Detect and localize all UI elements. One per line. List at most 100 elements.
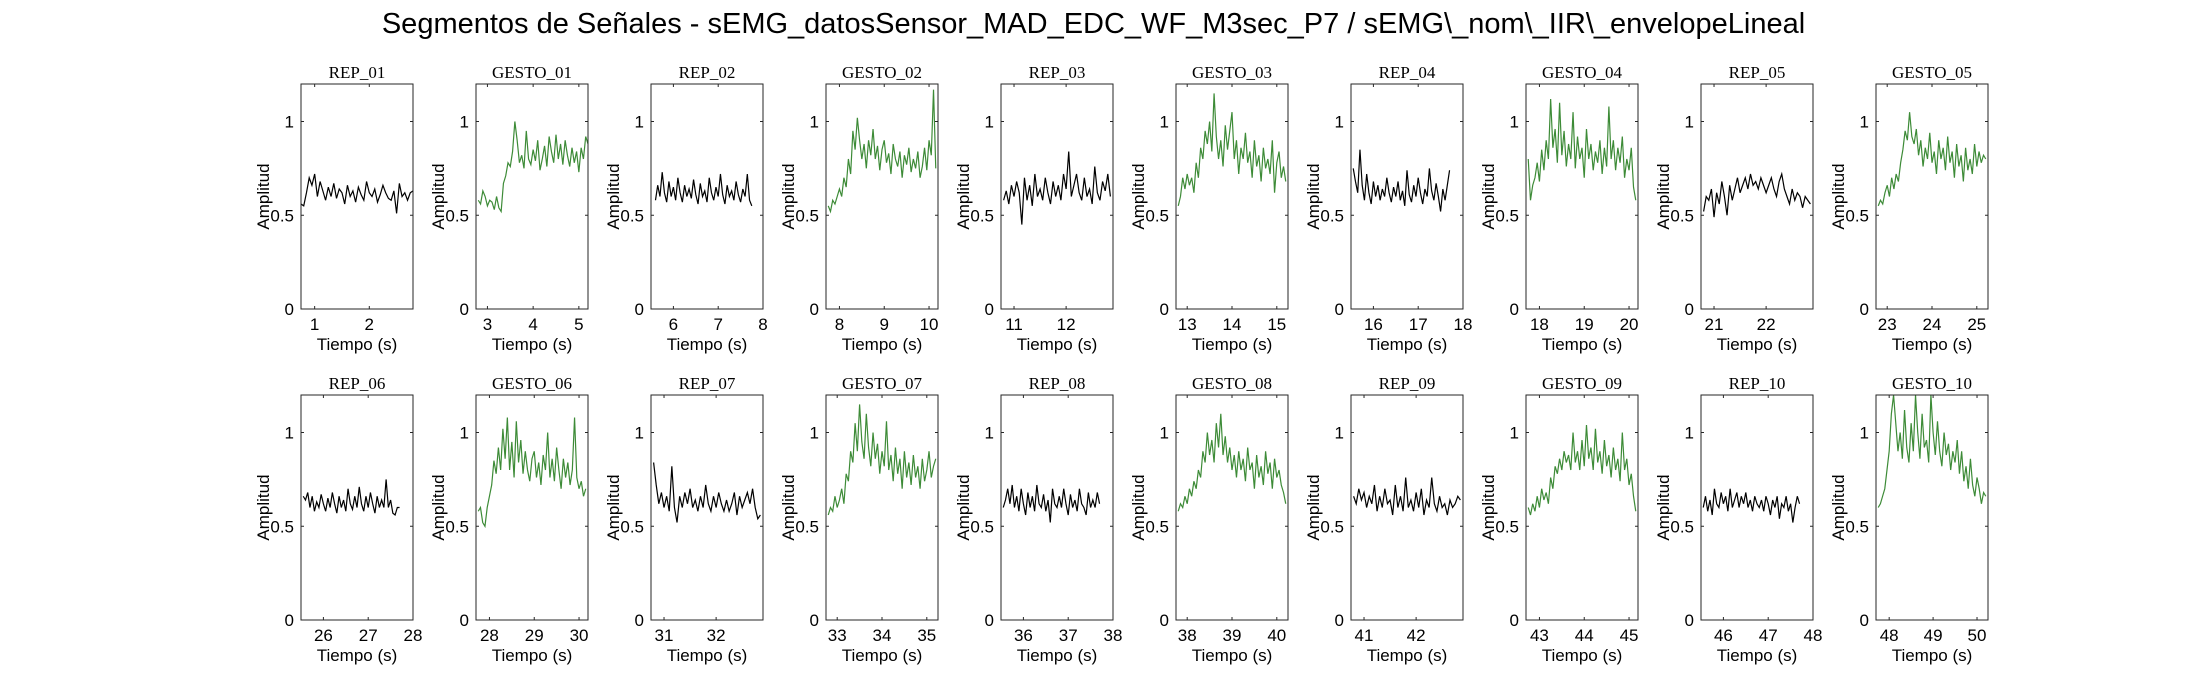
y-tick-label: 1 xyxy=(1160,113,1169,132)
y-tick-label: 0.5 xyxy=(270,206,294,225)
y-tick-label: 1 xyxy=(1335,424,1344,443)
y-tick-label: 0 xyxy=(1510,611,1519,630)
signal-line xyxy=(477,417,587,529)
subplot-gesto-05: 0 0.5 1 23 24 25 GESTO_05 Tiempo (s) Amplitud xyxy=(1829,63,1989,354)
x-tick-label: 19 xyxy=(1575,315,1594,334)
y-tick-label: 0.5 xyxy=(1845,206,1869,225)
y-tick-label: 0 xyxy=(1860,611,1869,630)
y-tick-label: 0.5 xyxy=(270,517,294,536)
subplot-title: REP_07 xyxy=(679,374,736,393)
subplot-gesto-01: 0 0.5 1 3 4 5 GESTO_01 Tiempo (s) Amplitud xyxy=(429,63,589,354)
y-tick-label: 0.5 xyxy=(1145,206,1169,225)
subplot-gesto-08: 0 0.5 1 38 39 40 GESTO_08 Tiempo (s) Amplitud xyxy=(1129,374,1289,665)
x-tick-label: 47 xyxy=(1759,626,1778,645)
x-tick-label: 4 xyxy=(528,315,537,334)
x-axis-label: Tiempo (s) xyxy=(1892,646,1973,665)
x-tick-label: 28 xyxy=(404,626,423,645)
y-axis-label: Amplitud xyxy=(1304,163,1323,229)
subplot-gesto-09: 0 0.5 1 43 44 45 GESTO_09 Tiempo (s) Amplitud xyxy=(1479,374,1639,665)
x-tick-label: 18 xyxy=(1530,315,1549,334)
x-axis-label: Tiempo (s) xyxy=(1367,335,1448,354)
x-tick-label: 15 xyxy=(1267,315,1286,334)
axes-frame xyxy=(650,394,764,621)
subplot-title: REP_06 xyxy=(329,374,386,393)
y-tick-label: 0 xyxy=(1860,300,1869,319)
subplot-rep-10: 0 0.5 1 46 47 48 REP_10 Tiempo (s) Amplitud xyxy=(1654,374,1822,665)
y-axis-label: Amplitud xyxy=(1654,474,1673,540)
axes-frame xyxy=(1700,83,1814,310)
signal-line xyxy=(1877,395,1987,508)
subplot-title: REP_02 xyxy=(679,63,736,82)
signal-line xyxy=(1177,413,1287,512)
subplot-title: GESTO_01 xyxy=(492,63,572,82)
subplot-title: GESTO_10 xyxy=(1892,374,1972,393)
x-axis-label: Tiempo (s) xyxy=(1017,335,1098,354)
x-tick-label: 49 xyxy=(1924,626,1943,645)
subplot-gesto-03: 0 0.5 1 13 14 15 GESTO_03 Tiempo (s) Amplitud xyxy=(1129,63,1289,354)
axes-frame xyxy=(1875,83,1989,310)
x-tick-label: 5 xyxy=(574,315,583,334)
y-tick-label: 0.5 xyxy=(1320,517,1344,536)
y-tick-label: 0 xyxy=(1160,300,1169,319)
y-tick-label: 0.5 xyxy=(1670,517,1694,536)
subplot-rep-09: 0 0.5 1 41 42 REP_09 Tiempo (s) Amplitud xyxy=(1304,374,1464,665)
subplot-title: GESTO_08 xyxy=(1192,374,1272,393)
y-tick-label: 0 xyxy=(635,300,644,319)
y-tick-label: 0 xyxy=(985,300,994,319)
y-tick-label: 0.5 xyxy=(620,517,644,536)
subplot-rep-05: 0 0.5 1 21 22 REP_05 Tiempo (s) Amplitud xyxy=(1654,63,1814,354)
subplot-title: GESTO_09 xyxy=(1542,374,1622,393)
y-tick-label: 1 xyxy=(460,424,469,443)
subplot-title: REP_04 xyxy=(1379,63,1436,82)
x-tick-label: 14 xyxy=(1223,315,1242,334)
y-tick-label: 0 xyxy=(1335,300,1344,319)
x-tick-label: 36 xyxy=(1014,626,1033,645)
y-axis-label: Amplitud xyxy=(604,163,623,229)
y-tick-label: 0 xyxy=(1510,300,1519,319)
signal-line xyxy=(1527,98,1637,201)
x-tick-label: 38 xyxy=(1178,626,1197,645)
y-axis-label: Amplitud xyxy=(1304,474,1323,540)
axes-frame xyxy=(1525,83,1639,310)
x-tick-label: 9 xyxy=(880,315,889,334)
x-tick-label: 25 xyxy=(1967,315,1986,334)
x-axis-label: Tiempo (s) xyxy=(317,646,398,665)
x-tick-label: 29 xyxy=(525,626,544,645)
y-tick-label: 1 xyxy=(285,113,294,132)
y-axis-label: Amplitud xyxy=(1829,474,1848,540)
x-tick-label: 18 xyxy=(1454,315,1473,334)
subplot-rep-07: 0 0.5 1 31 32 REP_07 Tiempo (s) Amplitud xyxy=(604,374,764,665)
x-axis-label: Tiempo (s) xyxy=(1717,335,1798,354)
subplot-gesto-04: 0 0.5 1 18 19 20 GESTO_04 Tiempo (s) Amplitud xyxy=(1479,63,1639,354)
x-tick-label: 27 xyxy=(359,626,378,645)
y-axis-label: Amplitud xyxy=(779,163,798,229)
subplot-title: GESTO_05 xyxy=(1892,63,1972,82)
axes-frame xyxy=(1875,394,1989,621)
y-axis-label: Amplitud xyxy=(254,474,273,540)
y-tick-label: 0 xyxy=(810,611,819,630)
y-tick-label: 0 xyxy=(1685,300,1694,319)
subplot-title: REP_01 xyxy=(329,63,386,82)
signal-line xyxy=(1703,171,1811,218)
subplot-gesto-07: 0 0.5 1 33 34 35 GESTO_07 Tiempo (s) Amplitud xyxy=(779,374,939,665)
y-tick-label: 1 xyxy=(1160,424,1169,443)
y-tick-label: 0.5 xyxy=(445,206,469,225)
y-tick-label: 0 xyxy=(1335,611,1344,630)
axes-frame xyxy=(1000,83,1114,310)
y-axis-label: Amplitud xyxy=(1129,474,1148,540)
y-tick-label: 0 xyxy=(1160,611,1169,630)
subplot-gesto-02: 0 0.5 1 8 9 10 GESTO_02 Tiempo (s) Amplitud xyxy=(779,63,939,354)
y-axis-label: Amplitud xyxy=(1129,163,1148,229)
x-tick-label: 42 xyxy=(1407,626,1426,645)
signal-line xyxy=(827,89,937,214)
x-tick-label: 39 xyxy=(1223,626,1242,645)
x-tick-label: 45 xyxy=(1620,626,1639,645)
axes-frame xyxy=(1175,394,1289,621)
x-axis-label: Tiempo (s) xyxy=(1192,646,1273,665)
x-tick-label: 28 xyxy=(480,626,499,645)
x-axis-label: Tiempo (s) xyxy=(492,646,573,665)
y-tick-label: 0.5 xyxy=(795,206,819,225)
signal-line xyxy=(653,462,761,523)
y-tick-label: 0.5 xyxy=(620,206,644,225)
x-tick-label: 24 xyxy=(1923,315,1942,334)
